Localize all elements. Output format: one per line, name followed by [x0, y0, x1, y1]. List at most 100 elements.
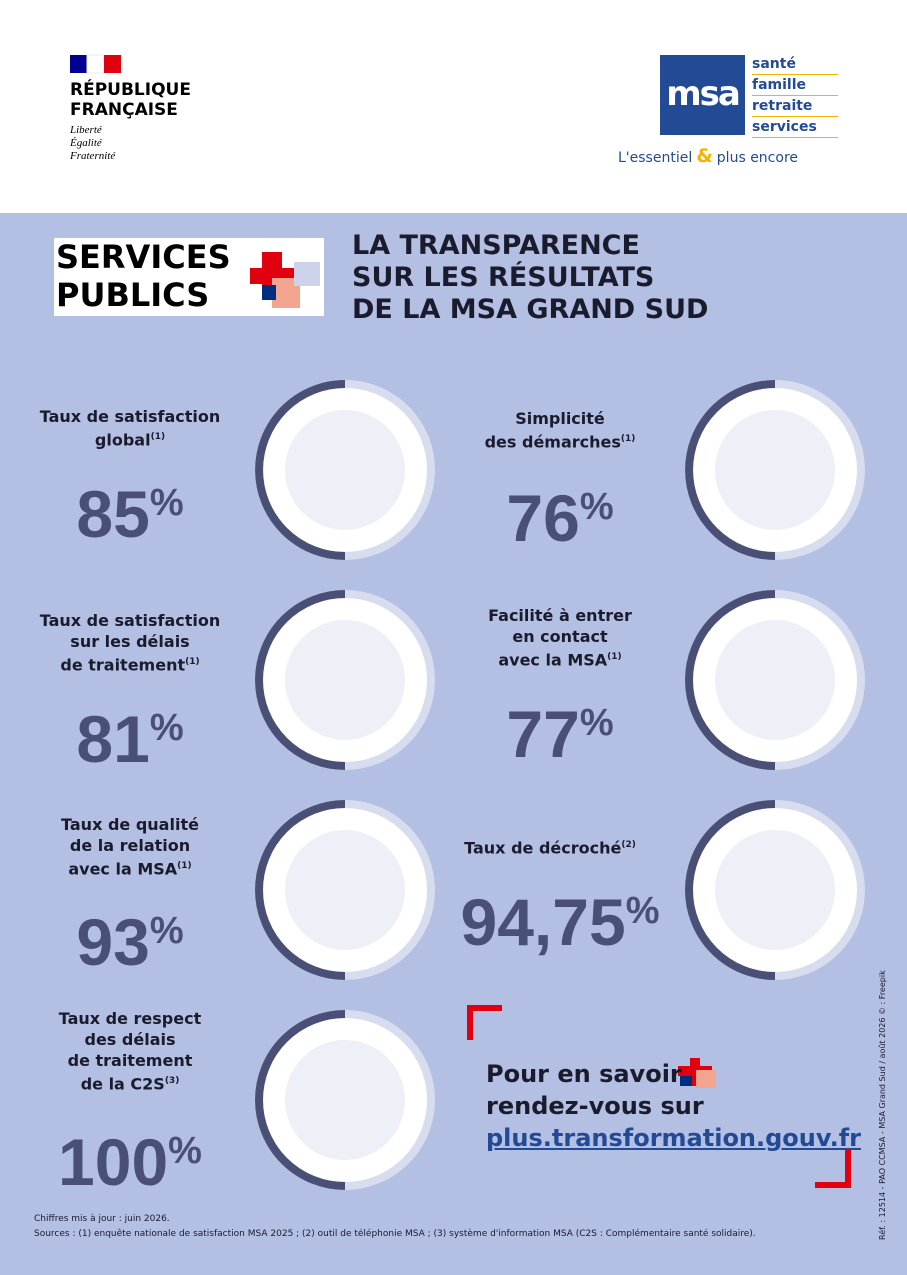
stat-label: Taux de satisfaction global(1): [10, 406, 250, 450]
illustration: [715, 620, 835, 740]
stat-label: Taux de respect des délais de traitement de…: [10, 1008, 250, 1094]
illustration: [255, 590, 346, 770]
label-line: Taux de décroché: [464, 838, 622, 858]
value: 85: [76, 477, 150, 551]
label-line: avec la MSA: [68, 859, 178, 879]
msa-logo: msa: [666, 74, 741, 114]
motto-line: Fraternité: [70, 150, 116, 162]
unit: %: [579, 486, 614, 528]
footer: Chiffres mis à jour : juin 2026. Sources …: [34, 1212, 756, 1242]
label-line: global: [94, 430, 151, 450]
label-line: Taux de satisfaction: [39, 611, 221, 630]
unit: %: [149, 910, 184, 952]
stat-value: 93%: [0, 898, 260, 975]
unit: %: [149, 482, 184, 524]
value: 94,75: [460, 885, 626, 959]
illustration: [255, 800, 346, 980]
name-line: FRANÇAISE: [70, 100, 178, 120]
label-line: sur les délais: [70, 632, 190, 651]
illustration: [685, 380, 776, 560]
illustration: [685, 800, 776, 980]
note: (3): [164, 1076, 180, 1086]
badge-text: SERVICES PUBLICS: [56, 238, 231, 314]
label-line: Facilité à entrer: [488, 606, 632, 625]
illustration: [285, 830, 405, 950]
illustration: [715, 410, 835, 530]
title-line: SUR LES RÉSULTATS: [352, 262, 655, 293]
stat-label: Taux de décroché(2): [430, 835, 670, 858]
label-line: Taux de qualité: [61, 815, 199, 834]
label-line: de traitement: [60, 655, 186, 675]
unit: %: [149, 707, 184, 749]
label-line: de la C2S: [80, 1074, 165, 1094]
note: (1): [185, 657, 200, 667]
republique-name: RÉPUBLIQUE FRANÇAISE: [70, 80, 191, 120]
unit: %: [579, 702, 614, 744]
republique-motto: Liberté Égalité Fraternité: [70, 124, 115, 163]
label-line: en contact: [512, 627, 608, 646]
stat-label: Taux de satisfaction sur les délais de tra…: [10, 610, 250, 675]
unit: %: [625, 890, 660, 932]
label-line: de traitement: [67, 1051, 193, 1070]
badge-line: PUBLICS: [56, 276, 210, 314]
value: 81: [76, 702, 150, 776]
note: (1): [620, 434, 636, 444]
msa-tag: santé: [752, 54, 838, 75]
label-line: Taux de respect: [58, 1009, 202, 1028]
illustration: [255, 380, 346, 560]
note: (1): [150, 432, 166, 442]
stat-label: Taux de qualité de la relation avec la MSA…: [10, 814, 250, 879]
msa-slogan: L'essentiel & plus encore: [618, 145, 798, 167]
label-line: Simplicité: [515, 409, 605, 428]
stat-value: 76%: [430, 474, 690, 551]
stat-value: 85%: [0, 470, 260, 547]
link[interactable]: plus.transformation.gouv.fr: [486, 1124, 861, 1152]
badge-line: SERVICES: [56, 238, 231, 276]
sources: Sources : (1) enquête nationale de satis…: [34, 1229, 756, 1239]
stat-value: 100%: [0, 1118, 260, 1195]
note: (1): [177, 861, 192, 871]
motto-line: Liberté: [70, 124, 102, 136]
msa-tag: services: [752, 117, 838, 138]
stat-label: Simplicité des démarches(1): [440, 408, 680, 452]
update: Chiffres mis à jour : juin 2026.: [34, 1214, 170, 1224]
title-line: LA TRANSPARENCE: [352, 230, 640, 261]
illustration: [285, 410, 405, 530]
value: 93: [76, 905, 150, 979]
note: (2): [621, 840, 636, 850]
label-line: des démarches: [484, 432, 621, 452]
value: 77: [506, 697, 580, 771]
stat-label: Facilité à entrer en contact avec la MSA(1…: [440, 605, 680, 670]
illustration: [255, 1010, 346, 1190]
cta-line: Pour en savoir: [486, 1060, 682, 1088]
value: 100: [58, 1125, 169, 1199]
cta: Pour en savoir rendez-vous sur plus.transf…: [486, 1058, 861, 1154]
title-line: DE LA MSA GRAND SUD: [352, 294, 709, 325]
msa-tag: retraite: [752, 96, 838, 117]
label-line: Taux de satisfaction: [39, 407, 221, 426]
cta-line: rendez-vous sur: [486, 1092, 704, 1120]
label-line: de la relation: [69, 836, 191, 855]
label-line: des délais: [84, 1030, 176, 1049]
motto-line: Égalité: [70, 137, 102, 149]
ampersand: &: [696, 145, 713, 167]
illustration: [285, 620, 405, 740]
unit: %: [168, 1130, 202, 1172]
msa-tag: famille: [752, 75, 838, 96]
stat-value: 94,75%: [420, 878, 700, 955]
stat-value: 77%: [430, 690, 690, 767]
value: 76: [506, 481, 580, 555]
reference: Réf. : 12514 - PAO CCMSA - MSA Grand Sud…: [878, 970, 887, 1240]
illustration: [715, 830, 835, 950]
stat-value: 81%: [0, 695, 260, 772]
slogan: plus encore: [716, 150, 799, 166]
label-line: avec la MSA: [498, 650, 608, 670]
slogan: L'essentiel: [618, 150, 693, 166]
illustration: [285, 1040, 405, 1160]
illustration: [685, 590, 776, 770]
name-line: RÉPUBLIQUE: [70, 80, 191, 100]
title: LA TRANSPARENCE SUR LES RÉSULTATS DE LA MS…: [352, 230, 708, 326]
note: (1): [607, 652, 622, 662]
